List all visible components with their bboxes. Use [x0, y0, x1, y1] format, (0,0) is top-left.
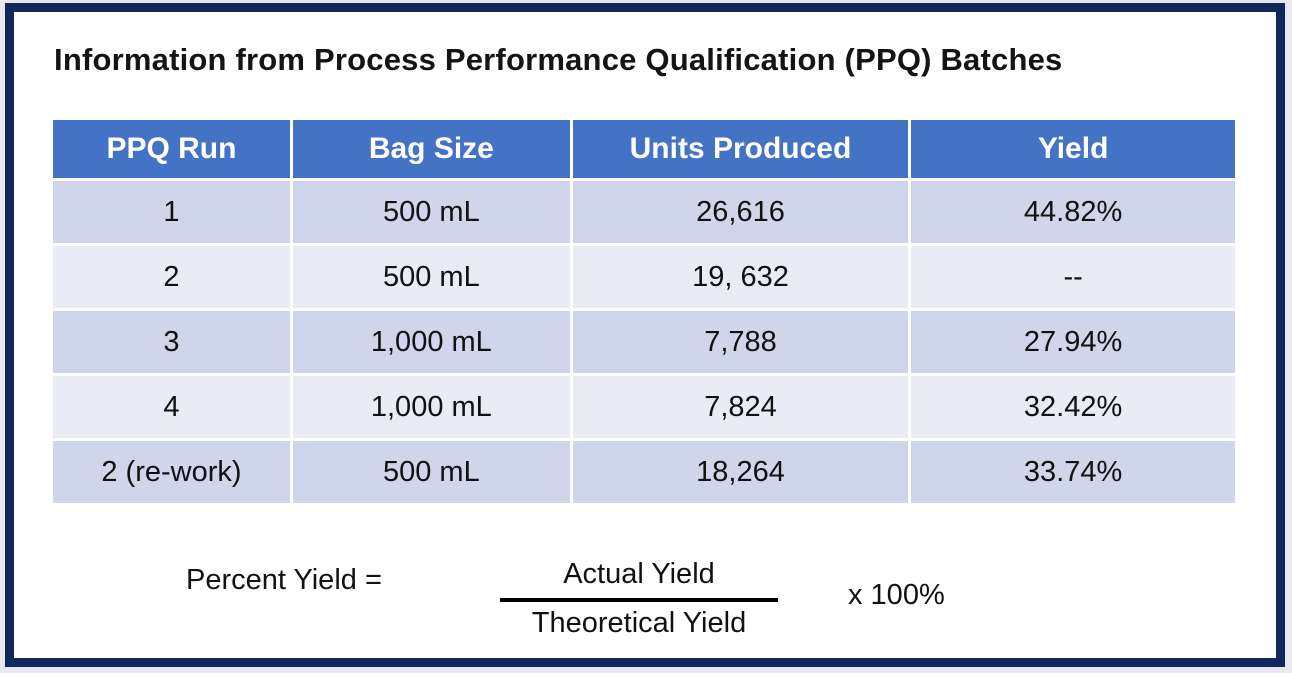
table-cell: 44.82%: [911, 181, 1235, 243]
table-cell: 18,264: [572, 441, 909, 503]
table-cell: 4: [53, 376, 290, 438]
page-title: Information from Process Performance Qua…: [54, 42, 1063, 77]
table-cell: 33.74%: [911, 441, 1235, 503]
formula-denominator: Theoretical Yield: [531, 607, 747, 639]
table-cell: 27.94%: [911, 311, 1235, 373]
column-header-yield: Yield: [911, 120, 1235, 178]
table-cell: 32.42%: [911, 376, 1235, 438]
formula-lhs: Percent Yield =: [186, 564, 382, 596]
formula-multiplier: x 100%: [848, 579, 945, 611]
fraction-bar: [500, 598, 778, 602]
table-row: 1 500 mL 26,616 44.82%: [53, 181, 1235, 243]
table-row: 2 500 mL 19, 632 --: [53, 246, 1235, 308]
table-cell: 7,824: [572, 376, 909, 438]
table-cell: --: [911, 246, 1235, 308]
table-cell: 500 mL: [292, 246, 570, 308]
table-cell: 500 mL: [292, 441, 570, 503]
formula-fraction: Actual Yield Theoretical Yield: [494, 558, 784, 640]
column-header-units-produced: Units Produced: [572, 120, 909, 178]
slide-frame: Information from Process Performance Qua…: [5, 3, 1285, 667]
table-cell: 26,616: [572, 181, 909, 243]
column-header-ppq-run: PPQ Run: [53, 120, 290, 178]
table-cell: 1: [53, 181, 290, 243]
table-row: 3 1,000 mL 7,788 27.94%: [53, 311, 1235, 373]
header-row: PPQ Run Bag Size Units Produced Yield: [53, 120, 1235, 178]
table-row: 2 (re-work) 500 mL 18,264 33.74%: [53, 441, 1235, 503]
table-cell: 2: [53, 246, 290, 308]
slide-content: Information from Process Performance Qua…: [14, 12, 1276, 658]
table-cell: 3: [53, 311, 290, 373]
table-cell: 2 (re-work): [53, 441, 290, 503]
table-cell: 1,000 mL: [292, 376, 570, 438]
formula-numerator: Actual Yield: [563, 558, 715, 590]
table-row: 4 1,000 mL 7,824 32.42%: [53, 376, 1235, 438]
ppq-table: PPQ Run Bag Size Units Produced Yield 1 …: [50, 117, 1238, 506]
table-cell: 19, 632: [572, 246, 909, 308]
table-cell: 500 mL: [292, 181, 570, 243]
column-header-bag-size: Bag Size: [292, 120, 570, 178]
table-cell: 1,000 mL: [292, 311, 570, 373]
table-cell: 7,788: [572, 311, 909, 373]
